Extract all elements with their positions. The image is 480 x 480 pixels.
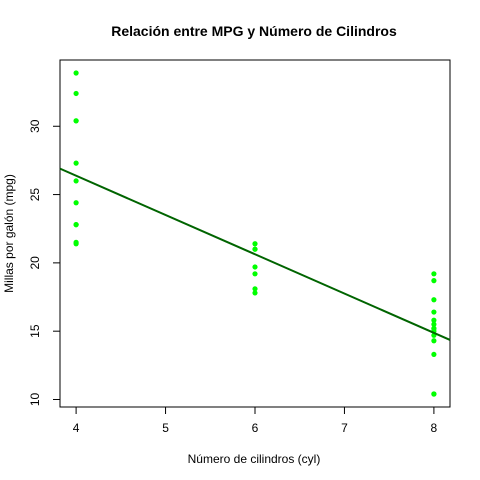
regression-line-group	[59, 167, 451, 341]
y-tick-label: 30	[28, 119, 42, 133]
data-point	[431, 317, 437, 323]
data-point	[73, 241, 79, 247]
data-point	[431, 309, 437, 315]
data-point	[431, 391, 437, 397]
x-axis: 4 5 6 7 8	[73, 406, 438, 435]
data-point	[73, 160, 79, 166]
plot-frame	[59, 59, 451, 408]
data-point	[73, 222, 79, 228]
x-tick-label: 6	[252, 421, 259, 435]
data-point	[252, 264, 258, 270]
y-tick-label: 25	[28, 188, 42, 202]
x-tick-label: 5	[162, 421, 169, 435]
y-axis-label: Millas por galón (mpg)	[2, 174, 16, 293]
x-tick-label: 7	[341, 421, 348, 435]
data-point	[252, 246, 258, 252]
x-tick-label: 4	[73, 421, 80, 435]
data-point	[73, 90, 79, 97]
data-point	[431, 351, 437, 358]
x-axis-label: Número de cilindros (cyl)	[188, 452, 321, 466]
regression-line	[59, 167, 451, 341]
data-point	[431, 278, 437, 284]
data-point	[73, 70, 79, 76]
data-point	[73, 118, 79, 124]
y-tick-label: 20	[28, 256, 42, 270]
data-point	[252, 290, 258, 296]
data-point	[431, 297, 437, 303]
chart-title: Relación entre MPG y Número de Cilindros	[111, 23, 397, 39]
data-points	[73, 70, 437, 397]
data-point	[73, 178, 79, 184]
data-point	[252, 271, 258, 277]
data-point	[252, 241, 258, 247]
data-point	[431, 321, 437, 327]
y-tick-label: 15	[28, 324, 42, 338]
data-point	[73, 200, 79, 206]
x-tick-label: 8	[431, 421, 438, 435]
data-point	[431, 338, 437, 344]
y-tick-label: 10	[28, 392, 42, 406]
data-point	[431, 271, 437, 277]
data-point	[252, 286, 258, 292]
y-axis: 10 15 20 25 30	[28, 119, 61, 406]
